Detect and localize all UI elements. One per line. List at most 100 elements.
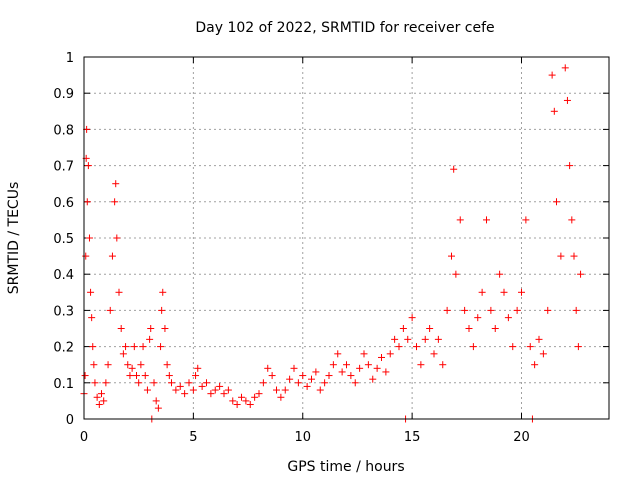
data-point: [461, 306, 469, 314]
data-point: [303, 382, 311, 390]
data-point: [478, 288, 486, 296]
data-point: [329, 361, 337, 369]
data-point: [496, 270, 504, 278]
data-point: [246, 401, 254, 409]
chart-title: Day 102 of 2022, SRMTID for receiver cef…: [195, 20, 494, 36]
data-point: [338, 368, 346, 376]
data-point: [299, 372, 307, 380]
data-point: [161, 325, 169, 332]
y-tick-label: 1: [66, 51, 74, 66]
data-point: [294, 379, 302, 387]
data-point: [373, 364, 381, 372]
data-point: [513, 306, 521, 314]
data-point: [364, 361, 372, 369]
y-tick-label: 0: [66, 413, 74, 428]
y-tick-label: 0.5: [53, 232, 74, 247]
data-point: [566, 162, 574, 170]
data-point: [251, 393, 259, 401]
data-points: [80, 64, 585, 423]
plot-frame: [83, 56, 610, 420]
data-point: [81, 372, 89, 380]
data-point: [82, 252, 90, 260]
data-point: [91, 379, 99, 387]
data-point: [286, 375, 294, 383]
data-point: [181, 390, 189, 398]
data-point: [157, 343, 165, 351]
data-point: [115, 288, 123, 296]
data-point: [550, 107, 558, 115]
data-point: [308, 375, 315, 383]
data-point: [382, 368, 390, 376]
data-point: [220, 390, 228, 398]
data-point: [100, 397, 108, 405]
data-point: [531, 361, 539, 369]
y-tick-label: 0.7: [53, 160, 74, 175]
data-point: [172, 386, 180, 394]
data-point: [316, 386, 324, 394]
data-point: [561, 64, 569, 72]
data-point: [553, 198, 560, 206]
data-point: [159, 288, 167, 296]
x-tick-label: 0: [80, 430, 88, 445]
data-point: [163, 361, 171, 369]
data-point: [277, 393, 285, 401]
data-point: [557, 252, 565, 260]
data-point: [255, 390, 263, 398]
data-point: [430, 350, 438, 358]
data-point: [126, 372, 134, 380]
grid: [84, 57, 609, 419]
axis-ticks: 00.10.20.30.40.50.60.70.80.910 5 10 15 20: [53, 51, 609, 445]
data-point: [518, 288, 525, 296]
data-point: [90, 361, 98, 369]
data-point: [509, 343, 517, 351]
data-point: [238, 393, 245, 401]
data-point: [500, 288, 508, 296]
data-point: [491, 325, 499, 332]
data-point: [568, 216, 576, 224]
data-point: [421, 335, 429, 343]
data-point: [98, 390, 105, 398]
data-point: [106, 306, 114, 314]
data-point: [152, 397, 160, 405]
data-point: [203, 379, 210, 387]
data-point: [321, 379, 329, 387]
y-axis-label: SRMTID / TECUs: [6, 182, 22, 295]
y-tick-label: 0.9: [53, 87, 74, 102]
data-point: [399, 325, 407, 332]
data-point: [224, 386, 232, 394]
data-point: [133, 372, 140, 380]
data-point: [343, 361, 350, 369]
data-point: [95, 401, 103, 409]
data-point: [487, 306, 495, 314]
data-point: [378, 353, 385, 361]
y-tick-label: 0.6: [53, 196, 74, 211]
data-point: [85, 234, 93, 242]
data-point: [242, 397, 250, 405]
x-tick-label: 20: [513, 430, 530, 445]
data-point: [572, 306, 580, 314]
data-point: [84, 162, 92, 170]
data-point: [207, 390, 215, 398]
data-point: [273, 386, 280, 394]
data-point: [290, 364, 298, 372]
data-point: [395, 343, 403, 351]
data-point: [128, 364, 136, 372]
data-point: [88, 314, 96, 322]
data-point: [439, 361, 447, 369]
data-point: [108, 252, 116, 260]
data-point: [259, 379, 267, 387]
data-point: [192, 372, 200, 380]
data-point: [150, 379, 158, 387]
data-point: [198, 382, 206, 390]
data-point: [443, 306, 451, 314]
data-point: [413, 343, 420, 351]
data-point: [417, 361, 425, 369]
data-point: [130, 343, 138, 351]
data-point: [141, 372, 149, 380]
data-point: [189, 386, 197, 394]
data-point: [119, 350, 127, 358]
data-point: [137, 361, 145, 369]
data-point: [544, 306, 552, 314]
data-point: [147, 325, 155, 332]
data-point: [185, 379, 193, 387]
